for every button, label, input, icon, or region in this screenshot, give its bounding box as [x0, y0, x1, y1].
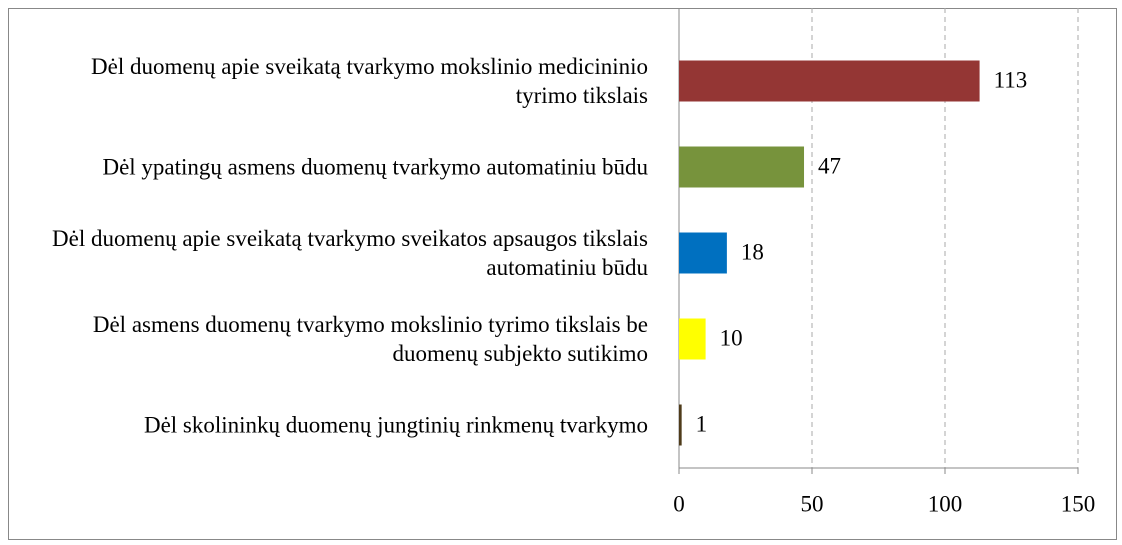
bar — [679, 60, 980, 102]
category-label: Dėl skolininkų duomenų jungtinių rinkmen… — [143, 412, 648, 438]
value-label: 1 — [696, 411, 708, 436]
x-tick-label: 50 — [801, 491, 824, 516]
bar — [679, 232, 727, 274]
value-label: 113 — [994, 67, 1028, 92]
x-tick-label: 150 — [1061, 491, 1096, 516]
value-label: 10 — [720, 325, 743, 350]
category-label: Dėl duomenų apie sveikatą tvarkymo moksl… — [91, 54, 648, 108]
x-tick-label: 0 — [673, 491, 685, 516]
value-label: 47 — [818, 153, 841, 178]
bar — [679, 318, 706, 360]
category-label: Dėl ypatingų asmens duomenų tvarkymo aut… — [102, 154, 648, 180]
bar — [679, 146, 805, 188]
bar — [679, 404, 682, 446]
value-label: 18 — [741, 239, 764, 264]
category-label: Dėl duomenų apie sveikatą tvarkymo sveik… — [52, 226, 648, 280]
category-label: Dėl asmens duomenų tvarkymo mokslinio ty… — [92, 312, 648, 366]
x-tick-label: 100 — [928, 491, 963, 516]
